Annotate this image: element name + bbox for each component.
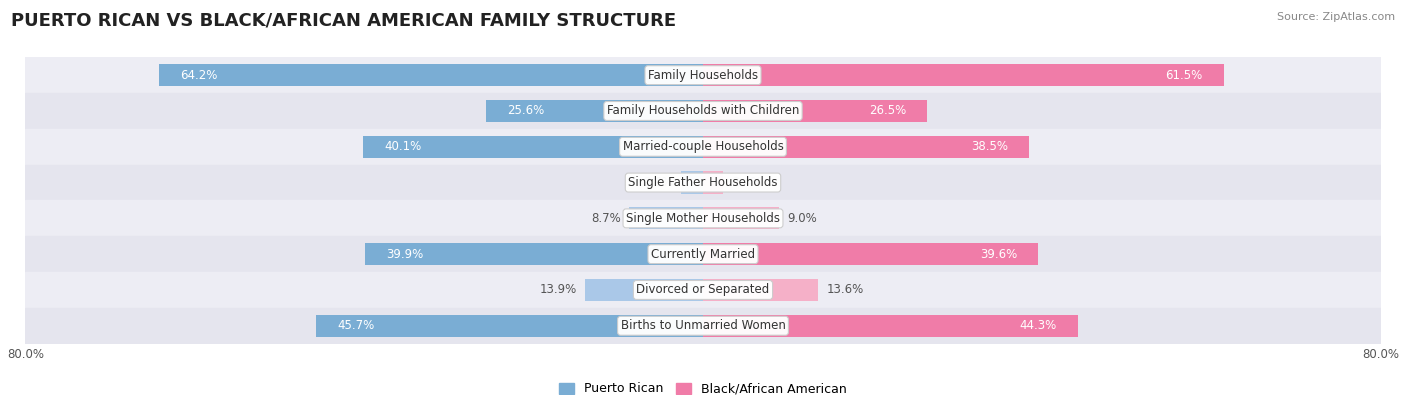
Legend: Puerto Rican, Black/African American: Puerto Rican, Black/African American <box>554 377 852 395</box>
Text: 2.4%: 2.4% <box>731 176 762 189</box>
Bar <box>486 100 703 122</box>
Bar <box>25 272 1381 308</box>
Text: Family Households: Family Households <box>648 69 758 82</box>
Bar <box>703 64 1225 86</box>
Bar <box>630 207 703 229</box>
Text: 39.6%: 39.6% <box>980 248 1018 261</box>
Text: Source: ZipAtlas.com: Source: ZipAtlas.com <box>1277 12 1395 22</box>
Text: PUERTO RICAN VS BLACK/AFRICAN AMERICAN FAMILY STRUCTURE: PUERTO RICAN VS BLACK/AFRICAN AMERICAN F… <box>11 12 676 30</box>
Text: 13.9%: 13.9% <box>540 284 576 297</box>
Bar <box>703 100 928 122</box>
Text: 9.0%: 9.0% <box>787 212 817 225</box>
Text: 61.5%: 61.5% <box>1166 69 1202 82</box>
Text: 40.1%: 40.1% <box>384 140 422 153</box>
Text: 2.6%: 2.6% <box>643 176 672 189</box>
Bar <box>159 64 703 86</box>
Bar <box>25 236 1381 272</box>
Bar <box>703 171 723 194</box>
Text: 64.2%: 64.2% <box>180 69 218 82</box>
Bar <box>366 243 703 265</box>
Bar <box>703 207 779 229</box>
Bar <box>703 279 818 301</box>
Text: Births to Unmarried Women: Births to Unmarried Women <box>620 319 786 332</box>
Text: Single Father Households: Single Father Households <box>628 176 778 189</box>
Bar <box>25 129 1381 165</box>
Text: Married-couple Households: Married-couple Households <box>623 140 783 153</box>
Bar <box>25 93 1381 129</box>
Text: Divorced or Separated: Divorced or Separated <box>637 284 769 297</box>
Bar <box>25 308 1381 344</box>
Bar <box>25 201 1381 236</box>
Text: 8.7%: 8.7% <box>591 212 621 225</box>
Text: 26.5%: 26.5% <box>869 104 907 117</box>
Bar <box>316 315 703 337</box>
Text: 38.5%: 38.5% <box>972 140 1008 153</box>
Text: 39.9%: 39.9% <box>387 248 423 261</box>
Text: 13.6%: 13.6% <box>827 284 863 297</box>
Bar <box>703 315 1078 337</box>
Bar <box>25 165 1381 201</box>
Text: Family Households with Children: Family Households with Children <box>607 104 799 117</box>
Bar <box>681 171 703 194</box>
Text: 45.7%: 45.7% <box>337 319 374 332</box>
Text: 25.6%: 25.6% <box>508 104 544 117</box>
Text: Currently Married: Currently Married <box>651 248 755 261</box>
Text: Single Mother Households: Single Mother Households <box>626 212 780 225</box>
Bar <box>585 279 703 301</box>
Bar <box>703 135 1029 158</box>
Bar <box>703 243 1039 265</box>
Text: 44.3%: 44.3% <box>1019 319 1057 332</box>
Bar <box>363 135 703 158</box>
Bar <box>25 57 1381 93</box>
